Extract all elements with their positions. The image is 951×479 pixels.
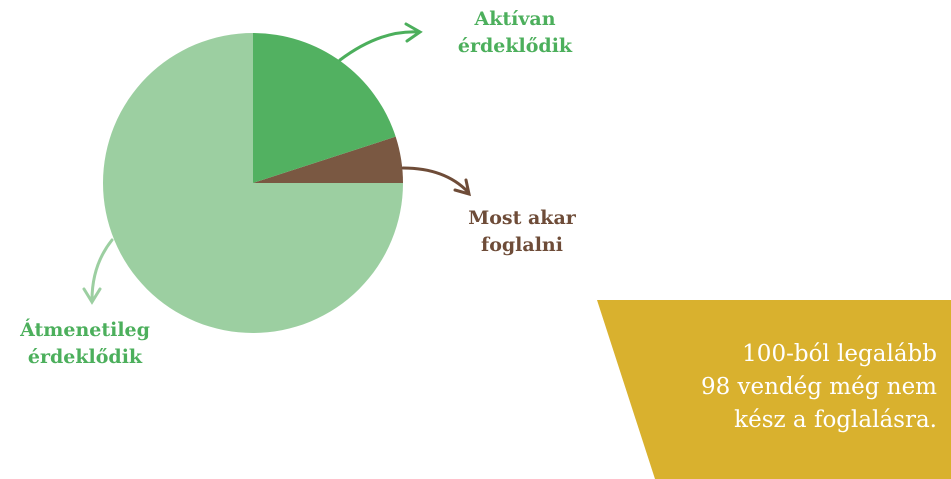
arrow (90, 238, 114, 302)
arrow-head (82, 287, 102, 305)
arrow-head (404, 22, 423, 43)
slice-label: Aktívan érdeklődik (457, 8, 573, 57)
arrows (82, 22, 471, 305)
note-line: 100-ból legalább (742, 341, 937, 367)
arrow (338, 30, 420, 62)
arrow-head (453, 178, 471, 197)
pie-slice (253, 33, 396, 183)
note-line: kész a foglalásra. (734, 407, 937, 433)
arrow (401, 166, 470, 194)
slice-label: Most akar foglalni (468, 207, 576, 256)
slice-label: Átmenetileg érdeklődik (20, 319, 150, 368)
pie-slice (253, 136, 403, 183)
note-box (597, 300, 951, 479)
note: 100-ból legalább 98 vendég még nem kész a … (701, 338, 937, 437)
note-line: 98 vendég még nem (700, 374, 937, 400)
